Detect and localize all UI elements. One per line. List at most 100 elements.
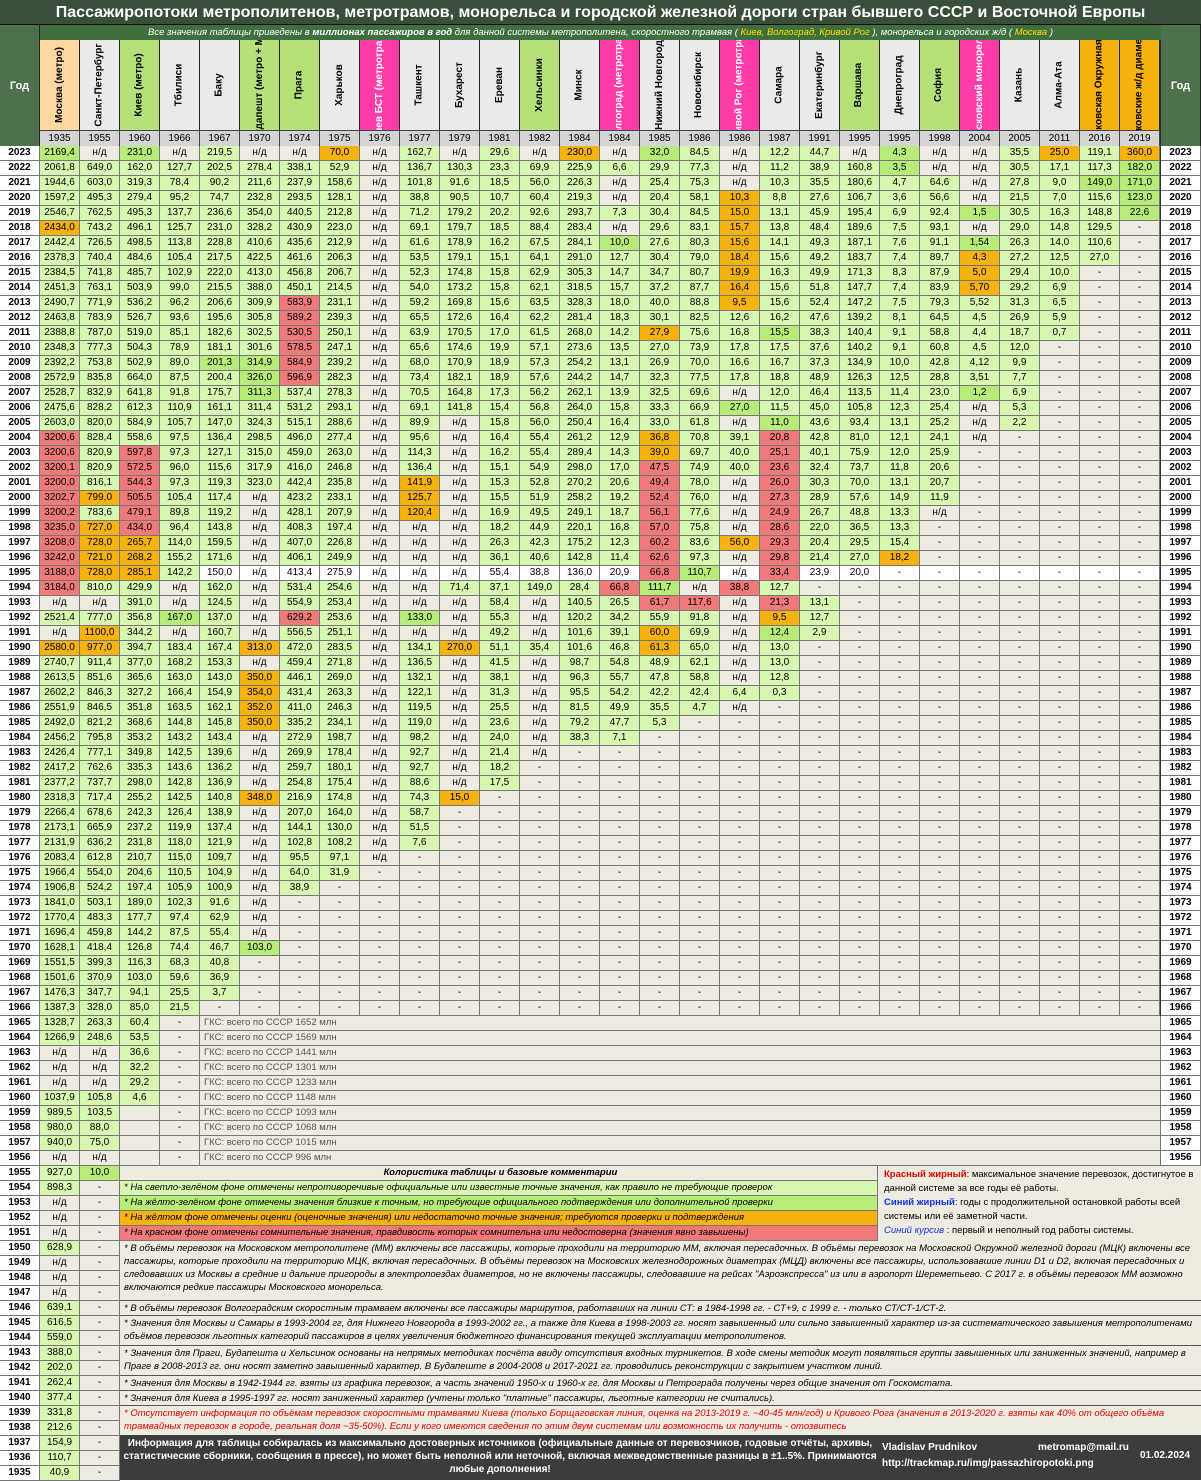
- table-cell: -: [360, 896, 400, 911]
- table-row: 1938 212,6-: [0, 1421, 120, 1436]
- table-cell: 354,0: [240, 686, 280, 701]
- table-cell: -: [440, 866, 480, 881]
- table-cell: -: [80, 1451, 120, 1466]
- table-cell: 584,9: [280, 356, 320, 371]
- table-cell: 13,0: [760, 656, 800, 671]
- year-cell: 1943: [0, 1346, 40, 1361]
- table-cell: 502,9: [120, 356, 160, 371]
- table-row: 1991 н/д 1100,0 344,2 н/д 160,7 н/д 556,5 251,1 н…: [0, 626, 1201, 641]
- table-cell: -: [960, 986, 1000, 1001]
- table-cell: -: [440, 986, 480, 1001]
- table-cell: 270,0: [440, 641, 480, 656]
- table-cell: 21,5: [160, 1001, 200, 1016]
- year-cell: 1952: [0, 1211, 40, 1226]
- table-cell: 73,7: [840, 461, 880, 476]
- table-cell: 39,1: [600, 626, 640, 641]
- table-cell: 1266,9: [40, 1031, 80, 1046]
- table-cell: -: [1080, 281, 1120, 296]
- table-cell: -: [480, 866, 520, 881]
- table-cell: -: [960, 1001, 1000, 1016]
- table-cell: н/д: [720, 701, 760, 716]
- table-cell: 33,4: [760, 566, 800, 581]
- table-cell: 717,4: [80, 791, 120, 806]
- footer-email[interactable]: metromap@mail.ru: [1038, 1442, 1129, 1453]
- table-cell: -: [720, 806, 760, 821]
- table-row: 2019 2546,7 762,5 495,3 137,7 236,6 354,0 440,5…: [0, 206, 1201, 221]
- opening-year: 1985: [640, 130, 680, 146]
- table-cell: -: [520, 941, 560, 956]
- table-cell: -: [80, 1361, 120, 1376]
- table-cell: -: [960, 641, 1000, 656]
- table-cell: -: [80, 1376, 120, 1391]
- table-cell: -: [560, 881, 600, 896]
- table-cell: 90,5: [440, 191, 480, 206]
- table-cell: -: [800, 986, 840, 1001]
- table-cell: -: [640, 791, 680, 806]
- table-cell: 820,0: [80, 416, 120, 431]
- table-cell: 2266,4: [40, 806, 80, 821]
- table-row: 2007 2528,7 832,9 641,8 91,8 175,7 311,3 537,4 2…: [0, 386, 1201, 401]
- table-cell: -: [600, 911, 640, 926]
- table-cell: -: [880, 731, 920, 746]
- table-cell: 53,5: [400, 251, 440, 266]
- table-cell: 123,0: [1120, 191, 1160, 206]
- table-cell: 763,1: [80, 281, 120, 296]
- table-cell: -: [760, 836, 800, 851]
- table-cell: 181,1: [200, 341, 240, 356]
- table-cell: -: [720, 731, 760, 746]
- table-cell: -: [1000, 776, 1040, 791]
- footer-url[interactable]: http://trackmap.ru/img/passazhiropotoki.…: [882, 1458, 1094, 1469]
- table-cell: 597,8: [120, 446, 160, 461]
- table-cell: 406,1: [280, 551, 320, 566]
- table-cell: 105,8: [80, 1091, 120, 1106]
- footer-author: Vladislav Prudnikov: [882, 1442, 978, 1453]
- table-cell: 6,9: [1040, 281, 1080, 296]
- table-cell: -: [440, 1001, 480, 1016]
- table-cell: 20,7: [920, 476, 960, 491]
- table-cell: 173,2: [440, 281, 480, 296]
- table-cell: -: [1000, 761, 1040, 776]
- table-cell: -: [1040, 506, 1080, 521]
- table-cell: -: [840, 581, 880, 596]
- table-cell: н/д: [440, 746, 480, 761]
- table-cell: -: [960, 896, 1000, 911]
- year-cell: 2001: [0, 476, 40, 491]
- table-cell: 12,0: [880, 446, 920, 461]
- table-cell: 17,3: [480, 386, 520, 401]
- table-row: 1996 3242,0 721,0 268,2 155,2 171,6 н/д 406,1 24…: [0, 551, 1201, 566]
- table-cell: 65,0: [680, 641, 720, 656]
- table-cell: -: [960, 716, 1000, 731]
- table-cell: -: [680, 821, 720, 836]
- table-cell: -: [160, 1136, 200, 1151]
- table-cell: 228,8: [200, 236, 240, 251]
- table-cell: -: [1120, 251, 1160, 266]
- table-cell: -: [640, 881, 680, 896]
- year-cell: 2006: [1161, 401, 1201, 416]
- table-cell: 58,8: [680, 671, 720, 686]
- table-cell: 15,1: [480, 251, 520, 266]
- table-cell: -: [480, 1001, 520, 1016]
- table-cell: 130,3: [440, 161, 480, 176]
- table-cell: н/д: [840, 146, 880, 161]
- table-cell: 302,5: [240, 326, 280, 341]
- table-cell: н/д: [240, 866, 280, 881]
- table-cell: н/д: [920, 161, 960, 176]
- year-cell: 1959: [0, 1106, 40, 1121]
- table-cell: 536,2: [120, 296, 160, 311]
- table-cell: н/д: [440, 566, 480, 581]
- table-cell: 214,5: [320, 281, 360, 296]
- table-cell: -: [480, 941, 520, 956]
- table-cell: н/д: [360, 191, 400, 206]
- table-cell: 79,3: [920, 296, 960, 311]
- table-cell: -: [1120, 866, 1160, 881]
- table-cell: -: [680, 986, 720, 1001]
- table-cell: 83,1: [680, 221, 720, 236]
- table-cell: -: [1000, 791, 1040, 806]
- table-cell: -: [560, 911, 600, 926]
- table-row: 1965 1328,7 263,3 60,4- ГКС: всего по СССР 1…: [0, 1016, 1201, 1031]
- table-cell: 1387,3: [40, 1001, 80, 1016]
- opening-year: 1986: [680, 130, 720, 146]
- table-cell: 628,9: [40, 1241, 80, 1256]
- table-cell: н/д: [440, 596, 480, 611]
- table-cell: 264,0: [560, 401, 600, 416]
